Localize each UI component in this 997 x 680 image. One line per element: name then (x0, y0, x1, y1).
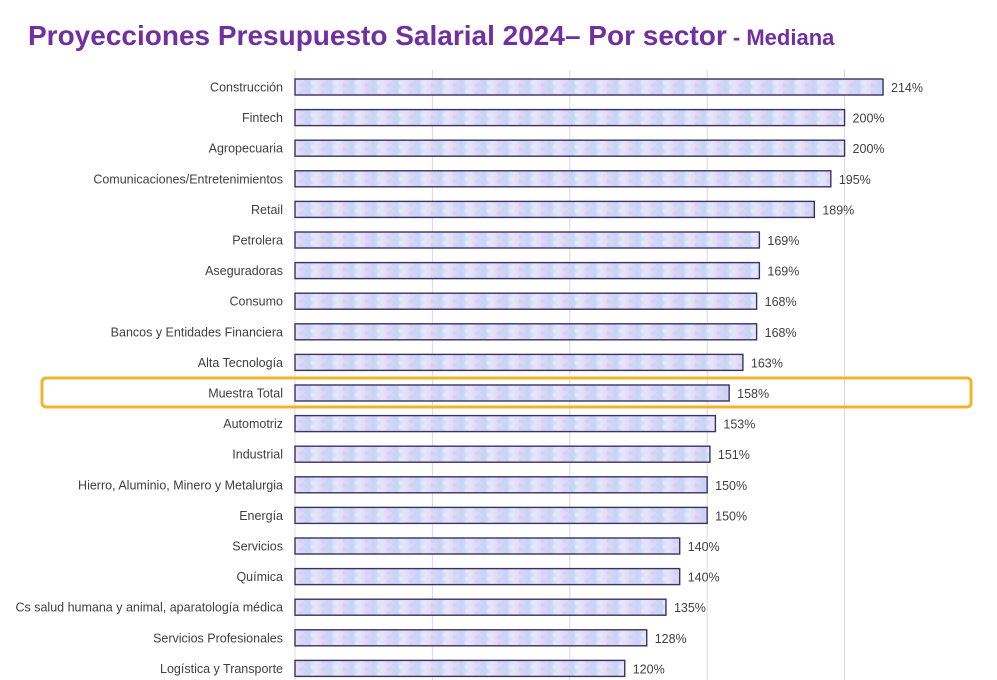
bar (294, 414, 717, 433)
category-label: Automotriz (223, 417, 283, 431)
category-label: Construcción (210, 81, 283, 95)
category-label: Logística y Transporte (160, 662, 283, 676)
value-label: 214% (891, 81, 923, 95)
category-label: Muestra Total (208, 387, 283, 401)
bars (294, 78, 884, 678)
category-label: Alta Tecnología (198, 356, 283, 370)
category-label: Retail (251, 203, 283, 217)
value-label: 150% (715, 479, 747, 493)
value-label: 200% (853, 112, 885, 126)
value-label: 189% (822, 203, 854, 217)
bar (294, 445, 711, 463)
bar (294, 292, 758, 310)
value-label: 195% (839, 173, 871, 187)
bar (294, 506, 708, 525)
value-label: 150% (715, 509, 747, 523)
category-label: Energía (239, 509, 283, 523)
bar (294, 231, 761, 249)
chart-title-sub: Mediana (746, 25, 835, 50)
category-label: Petrolera (232, 234, 283, 248)
value-label: 140% (688, 571, 720, 585)
bar (294, 261, 761, 280)
bar (294, 567, 681, 586)
bar (294, 659, 626, 678)
category-label: Hierro, Aluminio, Minero y Metalurgia (78, 478, 283, 492)
highlight-box (40, 376, 973, 409)
chart-title: Proyecciones Presupuesto Salarial 2024– … (28, 20, 834, 52)
bar (294, 598, 667, 616)
value-label: 120% (633, 662, 665, 676)
value-label: 158% (737, 387, 769, 401)
category-label: Agropecuaria (209, 142, 283, 156)
category-label: Consumo (230, 295, 284, 309)
value-label: 135% (674, 601, 706, 615)
bar (294, 108, 846, 127)
category-label: Industrial (232, 448, 283, 462)
category-label: Aseguradoras (205, 264, 283, 278)
chart-title-separator: - (726, 25, 747, 50)
category-label: Cs salud humana y animal, aparatología m… (15, 601, 283, 615)
bar (294, 537, 681, 555)
chart-title-main: Proyecciones Presupuesto Salarial 2024– … (28, 20, 727, 51)
category-label: Comunicaciones/Entretenimientos (93, 172, 283, 186)
bar (294, 323, 758, 341)
category-label: Fintech (242, 111, 283, 125)
value-labels: 214% 200% 200% 195% 189% 169% 169% 168% 168% 163%… (633, 81, 923, 676)
value-label: 153% (723, 418, 755, 432)
bar (294, 139, 846, 157)
value-label: 163% (751, 356, 783, 370)
value-label: 168% (765, 295, 797, 309)
category-label: Servicios Profesionales (153, 631, 283, 645)
bar (294, 629, 648, 647)
bar (294, 78, 884, 96)
value-label: 168% (765, 326, 797, 340)
category-label: Química (236, 570, 283, 584)
value-label: 140% (688, 540, 720, 554)
category-labels: Construcción Fintech Agropecuaria Comunicac… (15, 81, 283, 676)
value-label: 128% (655, 632, 687, 646)
bar (294, 200, 816, 219)
gridlines (294, 70, 846, 680)
bar (294, 353, 744, 372)
value-label: 169% (767, 265, 799, 279)
value-label: 200% (853, 142, 885, 156)
bar (294, 476, 708, 494)
value-label: 151% (718, 448, 750, 462)
value-label: 169% (767, 234, 799, 248)
bar (294, 170, 832, 188)
category-label: Servicios (232, 540, 283, 554)
category-label: Bancos y Entidades Financiera (111, 325, 283, 339)
bar (294, 384, 730, 402)
